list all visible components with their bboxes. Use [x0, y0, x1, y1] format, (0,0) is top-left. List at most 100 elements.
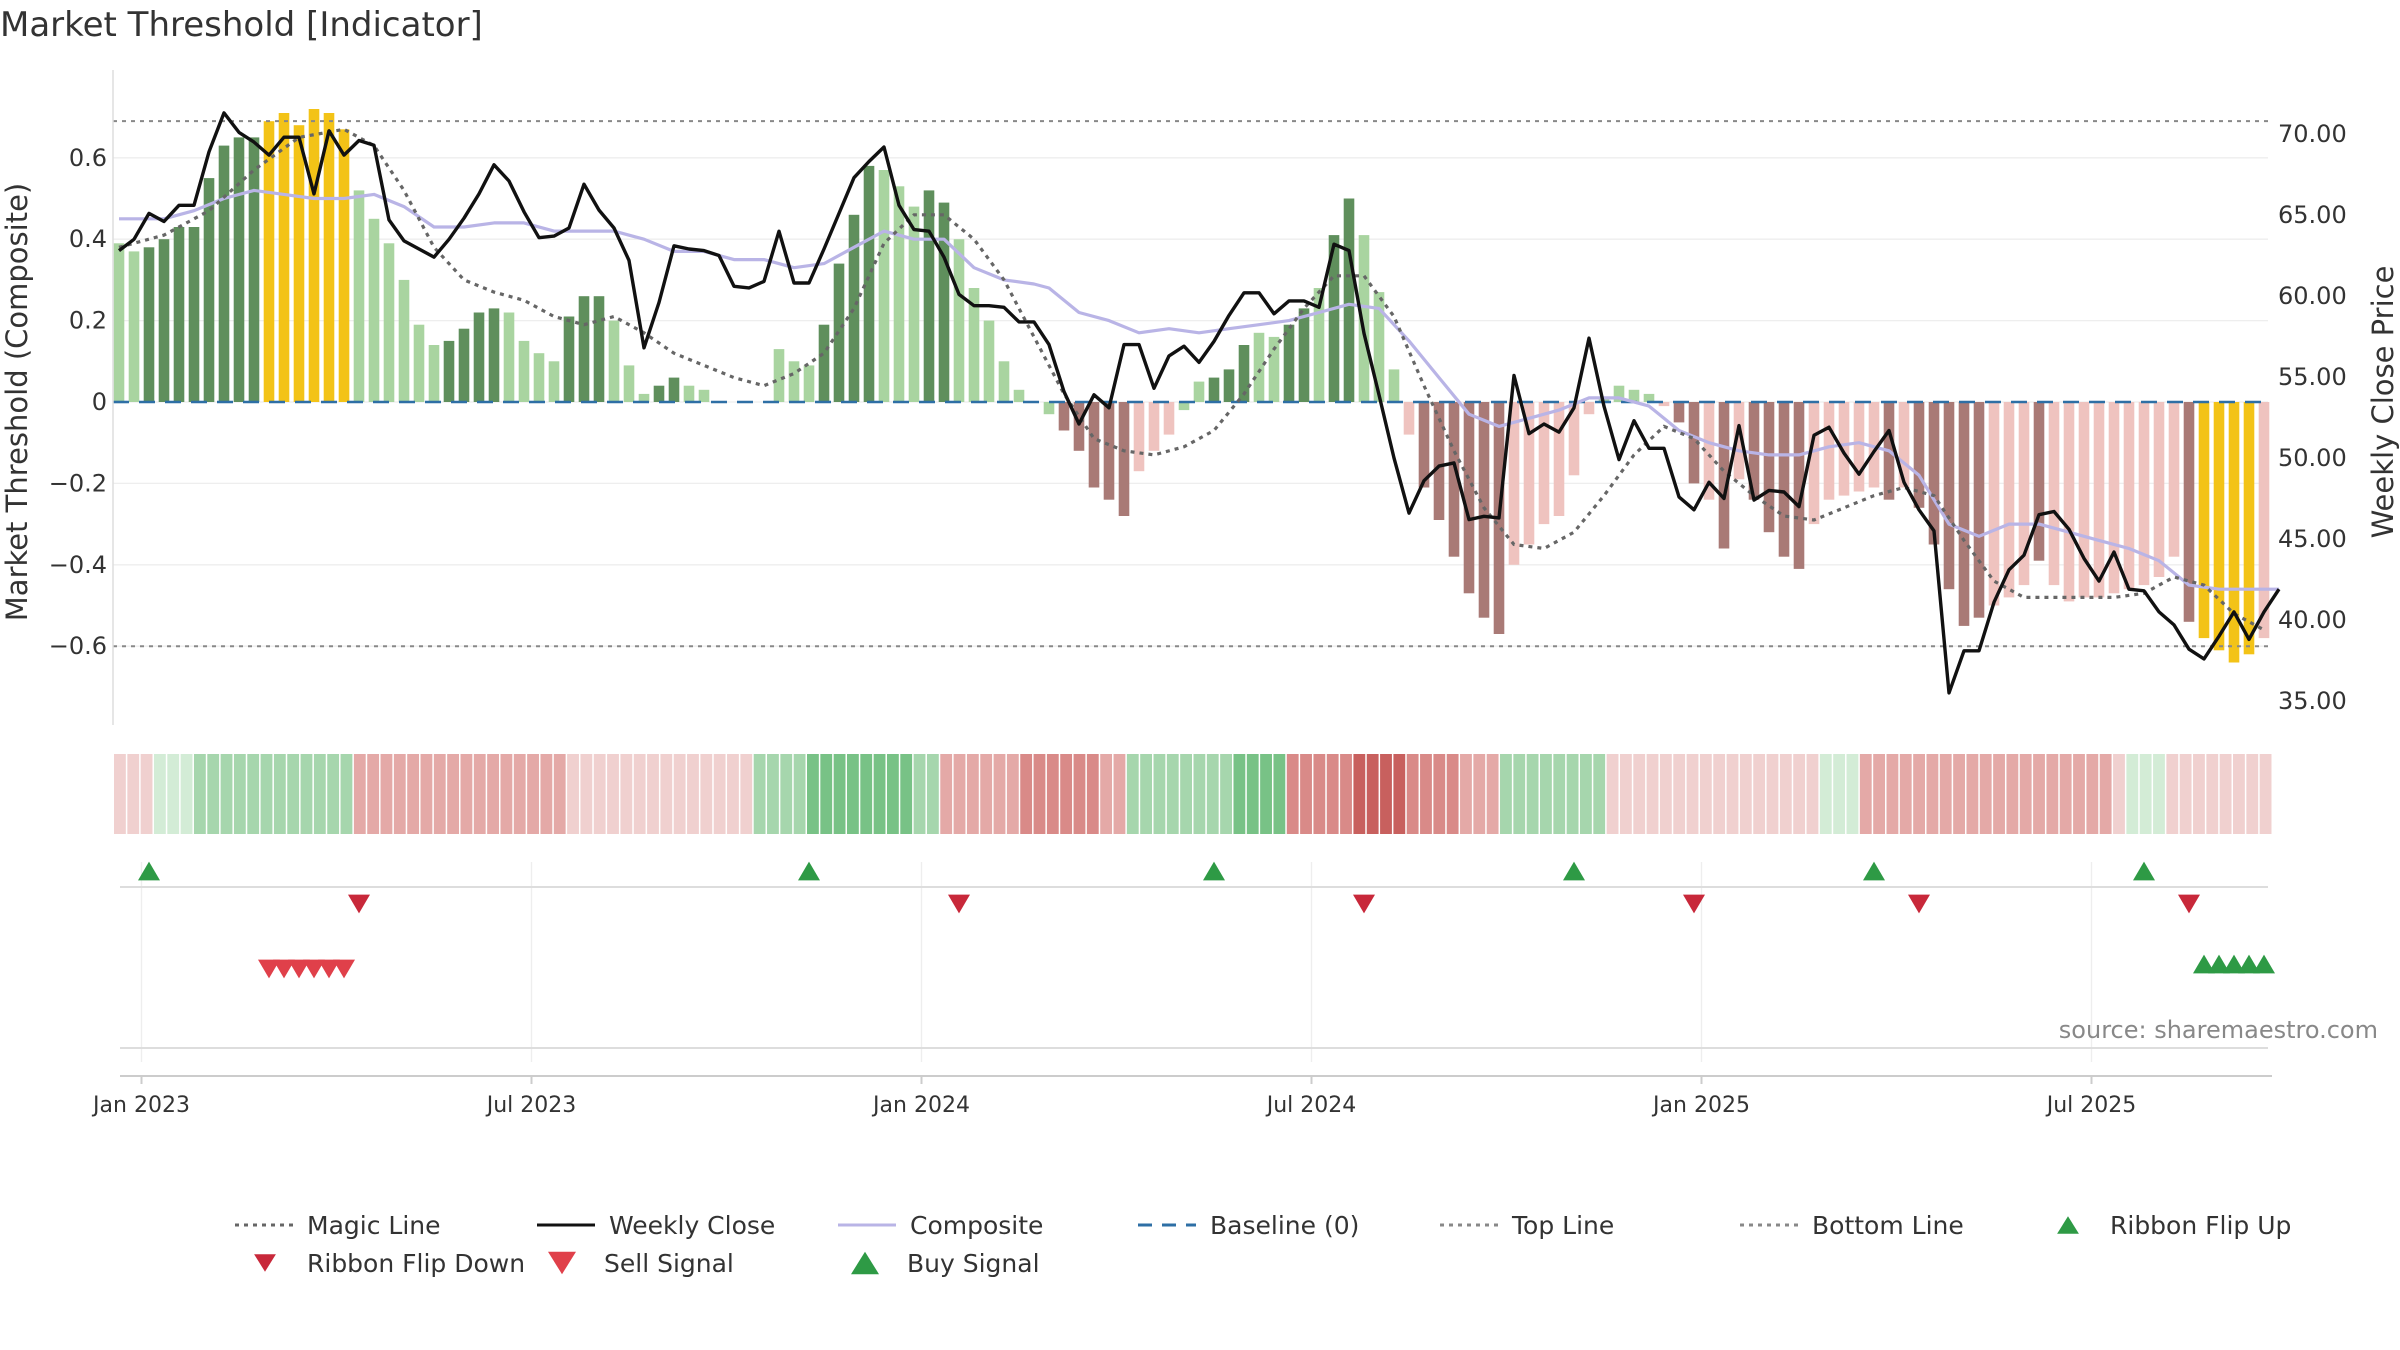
composite-bar — [443, 340, 455, 402]
ribbon-cell — [580, 754, 593, 834]
composite-bar — [1628, 389, 1640, 402]
composite-bar — [308, 109, 320, 402]
composite-bar — [1073, 402, 1085, 451]
composite-bar — [1658, 402, 1670, 407]
composite-bar — [353, 190, 365, 402]
ribbon-cell — [2179, 754, 2192, 834]
ribbon-cell — [233, 754, 246, 834]
ribbon-cell — [966, 754, 979, 834]
composite-bar — [1808, 402, 1820, 525]
ribbon-cell — [1846, 754, 1859, 834]
composite-bar — [1343, 198, 1355, 402]
legend-label: Composite — [910, 1211, 1043, 1240]
ribbon-cell — [1659, 754, 1672, 834]
ribbon-cell — [287, 754, 300, 834]
ribbon-cell — [940, 754, 953, 834]
composite-bar — [1868, 402, 1880, 488]
composite-bar — [143, 247, 155, 402]
ribbon-cell — [1753, 754, 1766, 834]
composite-bar — [1193, 381, 1205, 402]
composite-bar — [653, 385, 665, 402]
composite-bar — [1253, 332, 1265, 402]
ribbon-cell — [740, 754, 753, 834]
ribbon-cell — [1859, 754, 1872, 834]
ribbon-cell — [607, 754, 619, 834]
composite-bar — [623, 365, 635, 402]
composite-bar — [1718, 402, 1730, 549]
ribbon-cell — [2259, 754, 2272, 834]
ribbon-cell — [567, 754, 579, 834]
legend-label: Weekly Close — [609, 1211, 775, 1240]
ribbon-cell — [1233, 754, 1246, 834]
ribbon-cell — [127, 754, 140, 834]
composite-bar — [893, 186, 905, 402]
ribbon-cell — [2046, 754, 2059, 834]
ribbon-cell — [793, 754, 806, 834]
composite-bar — [998, 361, 1010, 402]
ribbon-cell — [1566, 754, 1579, 834]
ribbon-cell — [407, 754, 420, 834]
ribbon-cell — [1646, 754, 1659, 834]
composite-bar — [1298, 308, 1310, 402]
ribbon-cell — [1380, 754, 1392, 834]
buy-signal-marker — [2253, 954, 2275, 974]
left-tick-label: −0.4 — [49, 551, 107, 579]
ribbon-cell — [1353, 754, 1366, 834]
ribbon-cell — [2126, 754, 2139, 834]
ribbon-cell — [140, 754, 153, 834]
legend-item: Composite — [838, 1211, 1043, 1240]
ribbon-cell — [1806, 754, 1819, 834]
ribbon-cell — [660, 754, 673, 834]
right-tick-label: 35.00 — [2278, 687, 2347, 715]
composite-bar — [1898, 402, 1910, 488]
composite-bar — [1358, 235, 1370, 402]
ribbon-cell — [1913, 754, 1925, 834]
composite-bar — [158, 239, 170, 402]
ribbon-flip-down-marker — [1353, 894, 1375, 914]
ribbon-cell — [1766, 754, 1779, 834]
ribbon-cell — [1366, 754, 1379, 834]
ribbon-cell — [1020, 754, 1033, 834]
legend-item: Sell Signal — [548, 1249, 734, 1278]
ribbon-cell — [193, 754, 206, 834]
composite-bar — [2153, 402, 2165, 577]
composite-bar — [968, 288, 980, 402]
ribbon-cell — [1833, 754, 1846, 834]
ribbon-strip — [114, 754, 2272, 834]
ribbon-cell — [1326, 754, 1339, 834]
legend-swatch — [254, 1254, 276, 1272]
buy-signal-marker — [2223, 954, 2245, 974]
ribbon-cell — [1046, 754, 1059, 834]
ribbon-cell — [1513, 754, 1526, 834]
composite-bar — [518, 340, 530, 402]
ribbon-flip-down-marker — [948, 894, 970, 914]
composite-bar — [908, 206, 920, 402]
ribbon-cell — [247, 754, 260, 834]
ribbon-cell — [433, 754, 446, 834]
composite-bar — [368, 218, 380, 402]
composite-bar — [1208, 377, 1220, 402]
ribbon-flip-down-marker — [1683, 894, 1705, 914]
composite-bar — [2243, 402, 2255, 655]
ribbon-cell — [1313, 754, 1326, 834]
composite-bar — [593, 296, 605, 402]
composite-bar — [458, 328, 470, 402]
ribbon-cell — [2246, 754, 2259, 834]
composite-bar — [383, 243, 395, 402]
composite-bar — [2093, 402, 2105, 598]
composite-bar — [413, 324, 425, 402]
composite-bar — [1328, 235, 1340, 402]
ribbon-cell — [1260, 754, 1272, 834]
ribbon-cell — [220, 754, 233, 834]
ribbon-cell — [1153, 754, 1166, 834]
composite-bar — [1973, 402, 1985, 618]
left-tick-label: 0.4 — [69, 225, 107, 253]
ribbon-cell — [340, 754, 353, 834]
composite-bar — [1163, 402, 1175, 435]
ribbon-cell — [460, 754, 473, 834]
composite-bar — [113, 243, 125, 402]
ribbon-cell — [393, 754, 406, 834]
ribbon-cell — [1726, 754, 1739, 834]
composite-bar — [488, 308, 500, 402]
right-tick-label: 70.00 — [2278, 120, 2347, 148]
